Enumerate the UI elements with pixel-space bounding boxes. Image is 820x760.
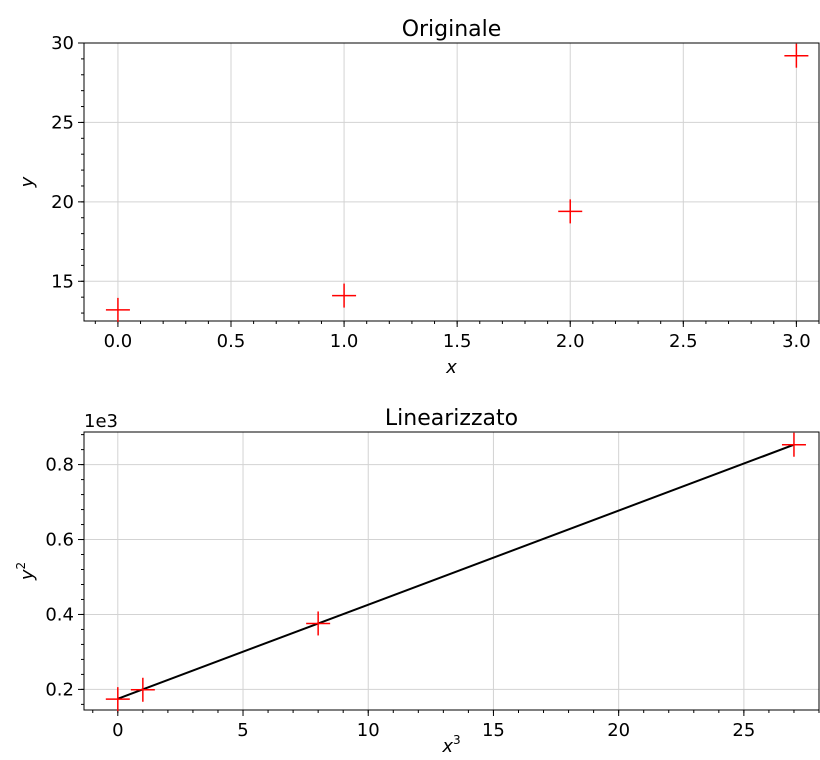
x-tick-label: 1.0 [330, 331, 359, 352]
data-point-marker [558, 199, 583, 224]
x-axis-label: x3 [441, 733, 460, 757]
x-tick-label: 0.5 [217, 331, 246, 352]
x-tick-label: 0.0 [104, 331, 133, 352]
x-tick-label: 20 [607, 720, 630, 741]
chart-linearizzato: 0 5 10 15 20 25 0.2 0.4 0.6 0.8 Linearizzato 1e3 x3 y… [14, 406, 820, 757]
y-axis-label: y2 [14, 562, 38, 581]
x-axis-label: x [445, 357, 457, 378]
y-tick-label: 30 [51, 33, 74, 54]
x-tick-label: 5 [237, 720, 248, 741]
x-tick-label: 10 [357, 720, 380, 741]
data-point-marker [105, 297, 130, 322]
data-point-marker [306, 611, 331, 636]
x-tick-label: 2.0 [556, 331, 585, 352]
y-offset-label: 1e3 [84, 411, 118, 432]
x-tick-label: 0 [112, 720, 123, 741]
axes-frame [83, 431, 820, 711]
x-tick-label: 15 [482, 720, 505, 741]
y-tick-label: 15 [51, 271, 74, 292]
y-axis-label: y [17, 176, 38, 188]
y-tick-label: 20 [51, 192, 74, 213]
y-tick-label: 0.4 [45, 604, 74, 625]
x-tick-label: 25 [732, 720, 755, 741]
data-point-marker [105, 687, 130, 712]
axes-frame [83, 42, 820, 322]
fit-line [117, 443, 795, 700]
x-tick-label: 1.5 [443, 331, 472, 352]
y-tick-label: 0.2 [45, 679, 74, 700]
data-point-marker [332, 283, 357, 308]
chart-originale: 0.0 0.5 1.0 1.5 2.0 2.5 3.0 15 20 25 30 Originale x y [17, 17, 820, 378]
data-point-marker [784, 43, 809, 68]
chart-title: Originale [402, 17, 502, 42]
x-tick-label: 3.0 [782, 331, 811, 352]
y-tick-label: 0.8 [45, 455, 74, 476]
data-point-marker [781, 432, 806, 457]
x-tick-label: 2.5 [669, 331, 698, 352]
y-tick-label: 25 [51, 112, 74, 133]
data-point-marker [130, 677, 155, 702]
chart-title: Linearizzato [385, 406, 518, 431]
y-tick-label: 0.6 [45, 530, 74, 551]
